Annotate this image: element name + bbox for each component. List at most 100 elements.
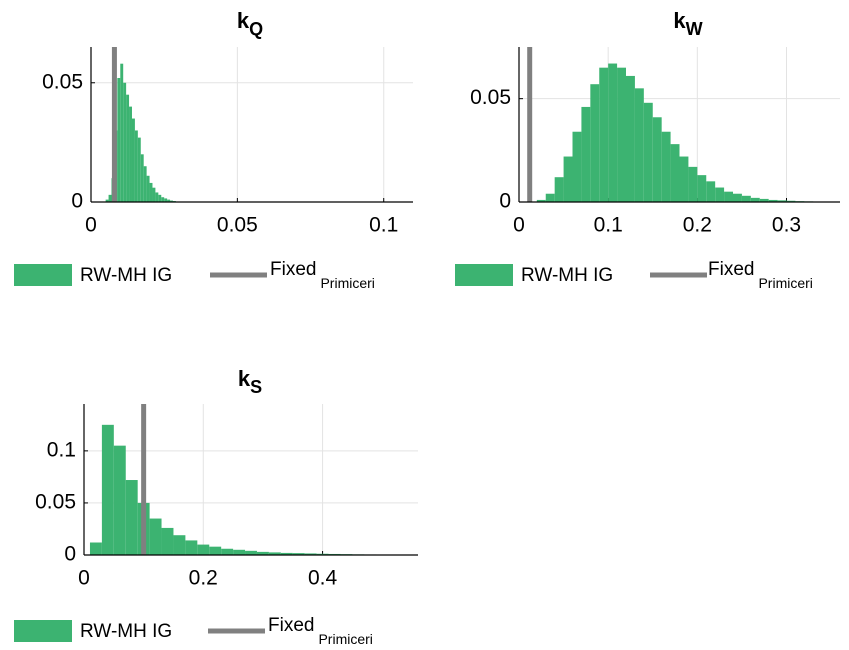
bar <box>197 544 210 555</box>
bar <box>688 166 698 202</box>
chart-title: kS <box>238 366 262 397</box>
chart-title: kQ <box>237 8 263 39</box>
legend-swatch <box>455 264 513 286</box>
bar <box>759 198 769 202</box>
chart-title: kW <box>673 8 702 39</box>
bar <box>131 118 135 202</box>
bar <box>652 117 662 202</box>
bar <box>149 182 153 202</box>
x-tick-label: 0.4 <box>308 567 338 590</box>
bar <box>715 187 725 202</box>
bar <box>117 78 121 202</box>
title-sub: S <box>250 377 262 397</box>
bar <box>158 194 162 202</box>
y-tick-label: 0 <box>71 190 83 213</box>
bar <box>581 106 591 202</box>
bar <box>643 102 653 202</box>
bar <box>101 424 114 555</box>
bar <box>155 192 159 202</box>
bar <box>123 82 127 202</box>
legend-label: FixedPrimiceri <box>268 615 373 647</box>
legend-main: Fixed <box>268 615 314 636</box>
bar <box>89 542 102 555</box>
y-tick-label: 0.05 <box>42 70 83 93</box>
bar <box>750 197 760 202</box>
bar <box>554 177 564 202</box>
bar <box>167 199 171 202</box>
bar <box>113 445 126 555</box>
bar <box>170 200 173 202</box>
bar <box>626 75 635 202</box>
bar <box>152 187 156 202</box>
bar <box>563 156 573 202</box>
legend-sub: Primiceri <box>318 631 372 647</box>
bar <box>280 552 293 555</box>
bar <box>733 193 742 202</box>
x-tick-label: 0.2 <box>189 567 218 590</box>
bar <box>536 199 546 202</box>
bar <box>185 540 198 555</box>
title-main: k <box>238 366 251 391</box>
x-tick-label: 0.05 <box>217 214 258 237</box>
bar <box>590 84 600 202</box>
bar <box>768 199 778 202</box>
x-tick-label: 0 <box>85 214 97 237</box>
bar <box>164 198 168 202</box>
bar <box>105 199 109 202</box>
legend-swatch <box>14 264 72 286</box>
bar <box>256 551 269 555</box>
y-tick-label: 0.05 <box>35 490 76 513</box>
legend-main: Fixed <box>708 259 754 280</box>
title-main: k <box>673 8 686 33</box>
bar <box>292 553 305 555</box>
bar <box>245 550 257 555</box>
bar <box>599 67 609 203</box>
bar <box>777 200 787 202</box>
legend-main: Fixed <box>270 259 316 280</box>
x-tick-label: 0.1 <box>369 214 398 237</box>
y-tick-label: 0.05 <box>470 86 511 109</box>
bar <box>617 67 626 203</box>
legend-label: FixedPrimiceri <box>708 259 813 291</box>
legend-label: RW-MH IG <box>80 265 172 286</box>
bar <box>209 546 222 555</box>
bar <box>268 552 281 555</box>
bar <box>129 106 132 202</box>
bar <box>149 518 162 555</box>
x-tick-label: 0 <box>78 567 90 590</box>
bar <box>161 527 174 555</box>
bar <box>108 194 112 202</box>
bar <box>120 63 124 202</box>
bar <box>173 535 186 555</box>
x-tick-label: 0 <box>513 214 525 237</box>
x-tick-label: 0.2 <box>683 214 712 237</box>
x-tick-label: 0.1 <box>594 214 623 237</box>
bar <box>741 195 751 202</box>
bar <box>545 193 555 202</box>
bar <box>706 181 716 202</box>
legend-swatch <box>14 620 72 642</box>
bar <box>670 144 680 202</box>
y-tick-label: 0 <box>64 543 76 566</box>
title-sub: Q <box>249 19 263 39</box>
bar <box>661 131 671 202</box>
bar <box>679 156 689 202</box>
legend-sub: Primiceri <box>758 275 812 291</box>
bar <box>221 548 234 555</box>
legend-sub: Primiceri <box>320 275 374 291</box>
bar <box>134 130 138 202</box>
bar <box>140 154 144 202</box>
bar <box>304 553 317 555</box>
bar <box>125 480 138 555</box>
legend-label: RW-MH IG <box>521 265 613 286</box>
y-tick-label: 0.1 <box>47 438 76 461</box>
title-sub: W <box>686 19 703 39</box>
bar <box>146 175 150 202</box>
bar <box>608 63 618 203</box>
legend-label: FixedPrimiceri <box>270 259 375 291</box>
bar <box>786 200 796 202</box>
bar <box>143 166 147 202</box>
bar <box>697 175 707 202</box>
bar <box>634 88 644 202</box>
